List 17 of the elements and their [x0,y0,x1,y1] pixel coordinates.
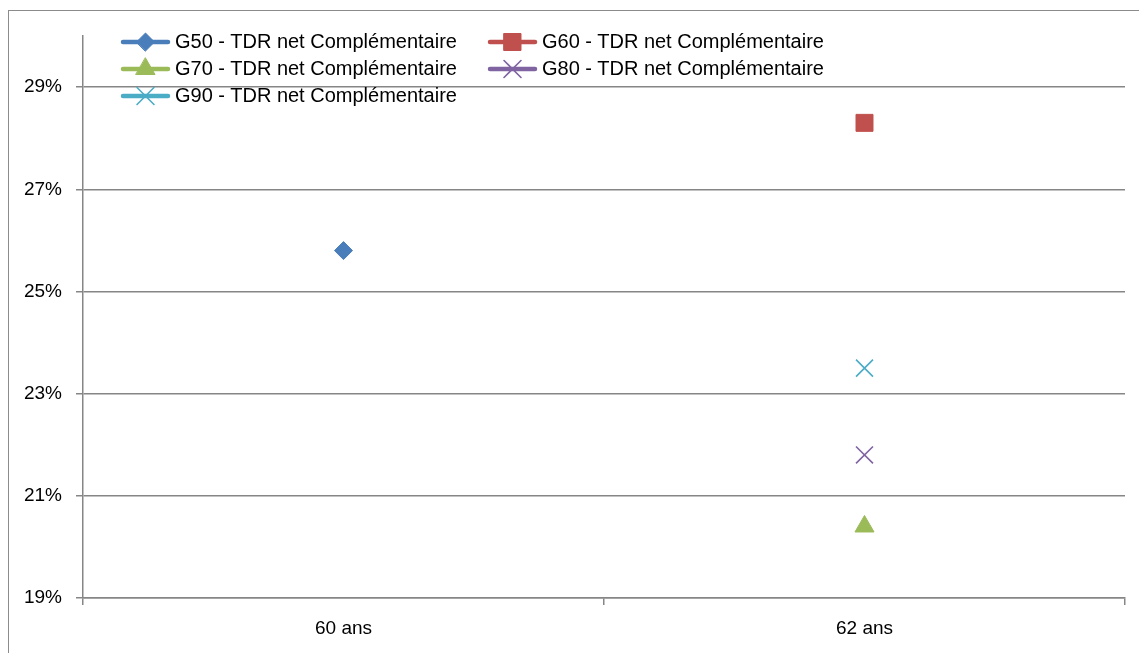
legend-label: G80 - TDR net Complémentaire [542,56,824,79]
point [855,445,874,465]
legend-label: G60 - TDR net Complémentaire [542,29,824,52]
y-tick-label: 21% [23,484,63,506]
legend-label: G50 - TDR net Complémentaire [175,29,457,52]
y-tick-label: 25% [23,279,63,301]
y-tick-label: 27% [23,177,63,199]
x-tick-label: 62 ans [835,616,894,638]
point [855,358,874,378]
y-tick-label: 29% [23,75,63,97]
point [334,241,353,261]
x-tick-label: 60 ans [314,616,373,638]
y-tick-label: 23% [23,381,63,403]
legend-label: G90 - TDR net Complémentaire [175,83,457,106]
legend-label: G70 - TDR net Complémentaire [175,56,457,79]
y-tick-label: 19% [23,586,63,608]
point [855,113,874,132]
